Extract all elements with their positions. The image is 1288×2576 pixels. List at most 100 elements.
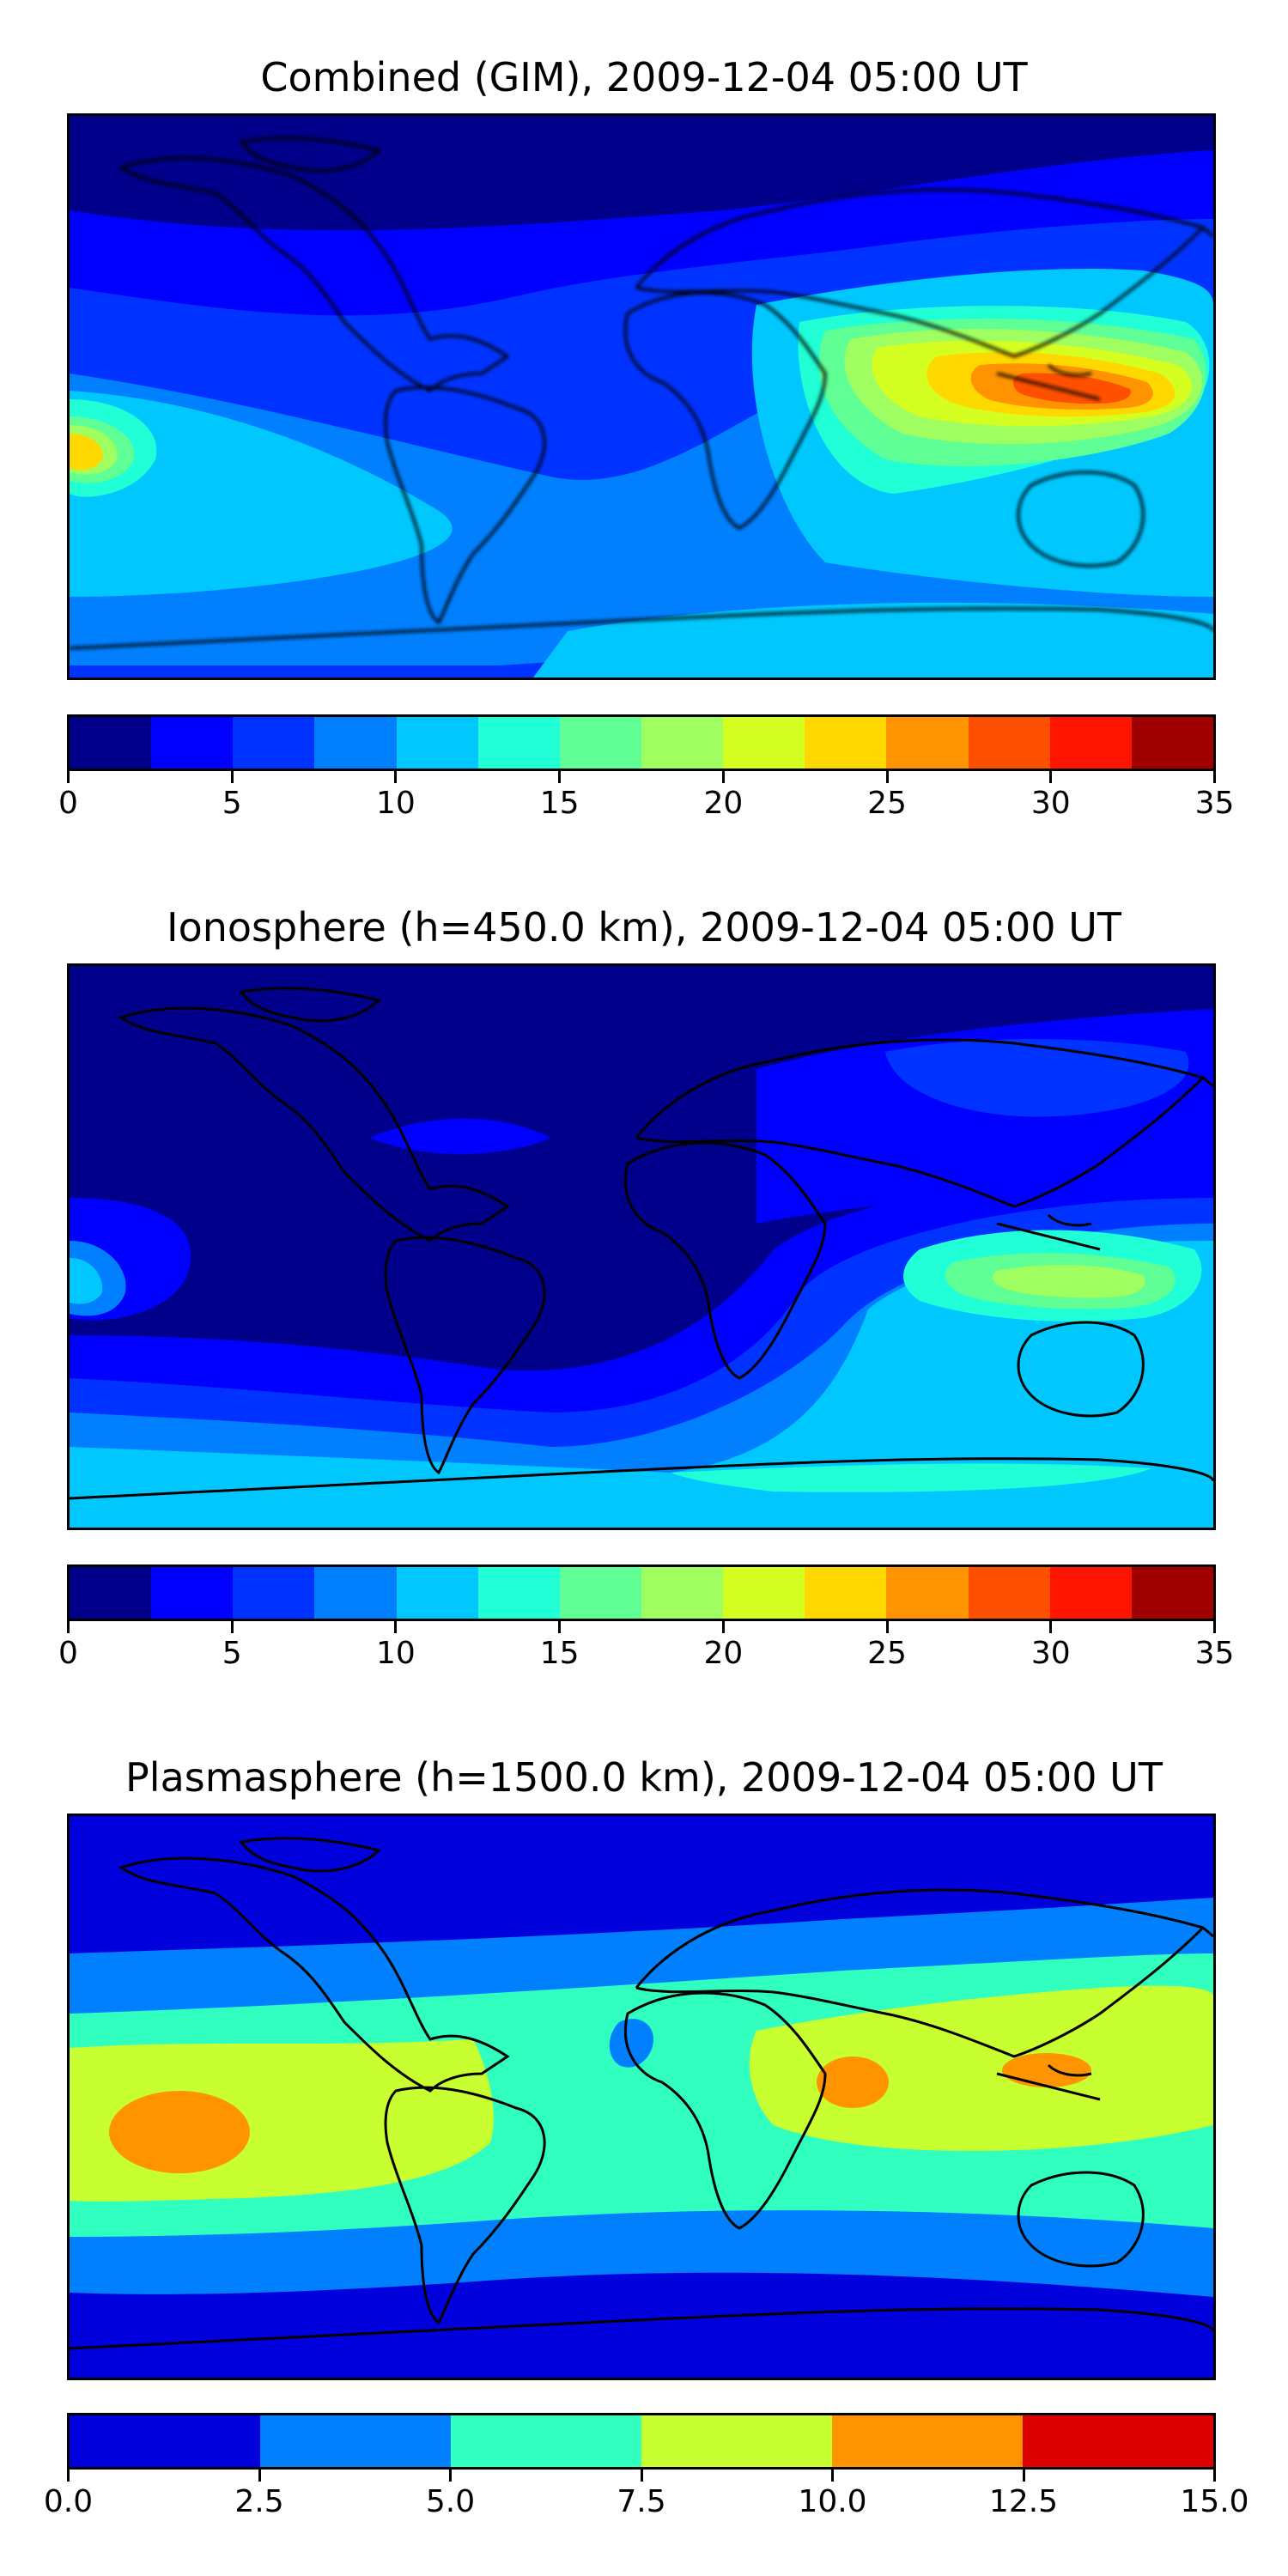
contour-band xyxy=(705,556,774,577)
contour-band xyxy=(70,434,103,471)
colorbar-tick xyxy=(1213,2470,1216,2482)
coastline-greenland xyxy=(239,137,381,173)
coastline-antarctica xyxy=(70,2307,1213,2350)
colorbar-tick xyxy=(558,1621,562,1633)
colorbar-tick xyxy=(67,771,70,783)
contour-band xyxy=(109,2091,250,2173)
coastlines xyxy=(70,1837,1213,2350)
colorbar-tick-label: 25 xyxy=(867,1636,907,1671)
colorbar-combined: #00008b#0000ff#0033ff#0080ff#00c8ff#20ff… xyxy=(67,714,1216,771)
panel-title-ionosphere: Ionosphere (h=450.0 km), 2009-12-04 05:0… xyxy=(167,904,1121,951)
map-ionosphere[interactable] xyxy=(67,963,1216,1530)
colorbar-segment: #ff9400 xyxy=(886,717,969,769)
colorbar-tick xyxy=(449,2470,452,2482)
colorbar-tick-label: 7.5 xyxy=(617,2484,666,2519)
colorbar-segment: #00008b xyxy=(70,1567,152,1619)
colorbar-segment: #00c8ff xyxy=(396,717,478,769)
colorbar-segment: #0000ff xyxy=(151,1567,234,1619)
colorbar-segment: #00008b xyxy=(70,717,152,769)
coastline-eurasia xyxy=(635,1038,1213,1208)
contour-band xyxy=(370,1118,550,1154)
coastline-australia xyxy=(1017,471,1145,568)
colorbar-tick xyxy=(1022,2470,1025,2482)
panel-title-plasmasphere: Plasmasphere (h=1500.0 km), 2009-12-04 0… xyxy=(125,1754,1163,1801)
colorbar-segment: #ff9400 xyxy=(832,2415,1023,2467)
colorbar-segment: #20ffd5 xyxy=(477,1567,560,1619)
tec-map-ionosphere xyxy=(70,966,1213,1528)
contour-band xyxy=(70,1845,1213,1953)
colorbar-segment: #ffd800 xyxy=(805,717,887,769)
colorbar-segment: #9fff60 xyxy=(641,1567,724,1619)
panel-title-combined: Combined (GIM), 2009-12-04 05:00 UT xyxy=(260,54,1028,100)
colorbar-segment: #30ffc0 xyxy=(451,2415,641,2467)
contour-band xyxy=(70,1258,103,1304)
map-plasmasphere[interactable] xyxy=(67,1814,1216,2380)
colorbar-tick xyxy=(831,2470,834,2482)
coastline-eurasia xyxy=(635,188,1213,358)
colorbar-segment: #00c8ff xyxy=(396,1567,478,1619)
coastline-north-america xyxy=(118,156,510,392)
colorbar-tick-label: 12.5 xyxy=(988,2484,1059,2519)
colorbar-tick-label: 20 xyxy=(703,786,744,821)
colorbar-tick xyxy=(1213,771,1216,783)
colorbar-segment: #d5ff20 xyxy=(723,1567,805,1619)
colorbar-tick xyxy=(394,771,398,783)
colorbar-tick-label: 15 xyxy=(539,786,580,821)
colorbar-tick xyxy=(558,771,562,783)
colorbar-segment: #0080ff xyxy=(314,717,397,769)
coastline-antarctica xyxy=(70,1457,1213,1500)
colorbar-tick-label: 25 xyxy=(867,786,907,821)
colorbar-segment: #ffd800 xyxy=(805,1567,887,1619)
tec-map-combined xyxy=(70,116,1213,677)
colorbar-segment: #c8ff30 xyxy=(641,2415,832,2467)
tec-map-plasmasphere xyxy=(70,1816,1213,2378)
colorbar-segment: #d5ff20 xyxy=(723,717,805,769)
colorbar-segment: #0000dd xyxy=(70,2415,260,2467)
colorbar-tick-label: 0.0 xyxy=(43,2484,94,2519)
colorbar-tick-label: 10 xyxy=(376,1636,416,1671)
contour-band xyxy=(70,391,453,597)
coastline-north-america xyxy=(118,1006,510,1242)
colorbar-tick xyxy=(67,2470,70,2482)
colorbar-tick xyxy=(230,771,234,783)
coastline-eurasia xyxy=(635,1888,1213,2058)
colorbar-segment: #a00000 xyxy=(1131,1567,1213,1619)
coastline-australia xyxy=(1017,2171,1145,2268)
colorbar-segment: #9fff60 xyxy=(641,717,724,769)
colorbar-tick xyxy=(721,1621,725,1633)
colorbar-tick-label: 5 xyxy=(222,1636,242,1671)
colorbar-segment: #ff9400 xyxy=(886,1567,969,1619)
colorbar-tick xyxy=(230,1621,234,1633)
colorbar-segment: #0080ff xyxy=(314,1567,397,1619)
colorbar-tick xyxy=(885,771,889,783)
colorbar-tick-label: 0 xyxy=(58,1636,78,1671)
colorbar-tick-label: 5 xyxy=(222,786,242,821)
colorbar-segment: #ff1400 xyxy=(1049,1567,1132,1619)
colorbar-segment: #ff5000 xyxy=(968,1567,1050,1619)
contour-band xyxy=(817,2057,889,2108)
contour-band xyxy=(749,1985,1213,2151)
colorbar-ionosphere: #00008b#0000ff#0033ff#0080ff#00c8ff#20ff… xyxy=(67,1564,1216,1621)
colorbar-segment: #60ff95 xyxy=(559,717,641,769)
coastline-indonesia xyxy=(996,1213,1101,1251)
coastlines xyxy=(70,987,1213,1500)
colorbar-segment: #60ff95 xyxy=(559,1567,641,1619)
coastline-africa xyxy=(623,1141,827,1380)
colorbar-segment: #0000ff xyxy=(151,717,234,769)
colorbar-tick xyxy=(1049,1621,1053,1633)
contour-band xyxy=(609,2019,653,2068)
colorbar-tick xyxy=(67,1621,70,1633)
colorbar-tick-label: 30 xyxy=(1030,1636,1071,1671)
colorbar-tick xyxy=(885,1621,889,1633)
coastline-south-america xyxy=(384,1236,546,1475)
coastline-australia xyxy=(1017,1321,1145,1418)
map-combined[interactable] xyxy=(67,113,1216,680)
colorbar-plasmasphere: #0000dd#0080ff#30ffc0#c8ff30#ff9400#dd00… xyxy=(67,2413,1216,2470)
colorbar-tick-label: 35 xyxy=(1194,1636,1235,1671)
colorbar-tick-label: 35 xyxy=(1194,786,1235,821)
coastline-africa xyxy=(623,1991,827,2230)
colorbar-tick-label: 30 xyxy=(1030,786,1071,821)
coastline-africa xyxy=(623,291,827,530)
colorbar-tick xyxy=(1213,1621,1216,1633)
coastline-north-america xyxy=(118,1856,510,2093)
